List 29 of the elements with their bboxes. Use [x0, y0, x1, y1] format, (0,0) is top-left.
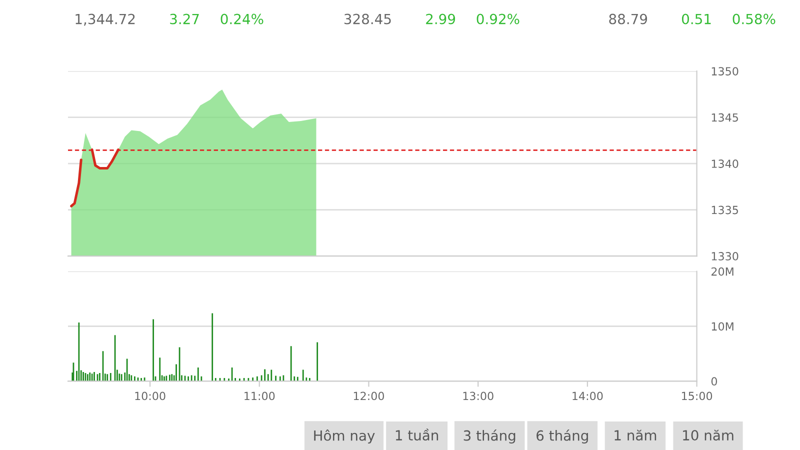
- y-tick-label: 1345: [712, 113, 738, 122]
- x-tick-label: 13:00: [463, 392, 494, 400]
- text: 3 tháng: [464, 430, 516, 444]
- text: 1 tuần: [396, 428, 438, 441]
- text: 6 tháng: [536, 430, 588, 444]
- text: 1 năm: [614, 430, 656, 441]
- y-tick-label: 1340: [712, 160, 738, 168]
- y-tick-label: 1350: [712, 67, 738, 76]
- y-tick-label: 10M: [712, 322, 734, 331]
- x-tick-label: 12:00: [354, 392, 384, 400]
- y-tick-label: 20M: [712, 267, 734, 276]
- text: 3.27: [170, 14, 199, 24]
- text: 0.24%: [220, 14, 264, 24]
- text: 328.45: [344, 14, 391, 24]
- text: 0.51: [682, 14, 711, 24]
- x-tick-label: 14:00: [572, 392, 603, 400]
- x-tick-label: 10:00: [135, 392, 166, 400]
- text: Hôm nay: [314, 430, 375, 444]
- y-tick-label: 0: [711, 377, 718, 386]
- text: 2.99: [426, 14, 456, 24]
- y-tick-label: 1330: [712, 252, 738, 260]
- text: 0.58%: [732, 14, 776, 24]
- text: 88.79: [609, 14, 648, 24]
- text: 0.92%: [476, 14, 520, 24]
- text: 1,344.72: [76, 14, 135, 26]
- text: 10 năm: [683, 430, 734, 441]
- x-tick-label: 11:00: [244, 392, 275, 400]
- x-tick-label: 15:00: [682, 392, 712, 400]
- y-tick-label: 1335: [712, 206, 738, 214]
